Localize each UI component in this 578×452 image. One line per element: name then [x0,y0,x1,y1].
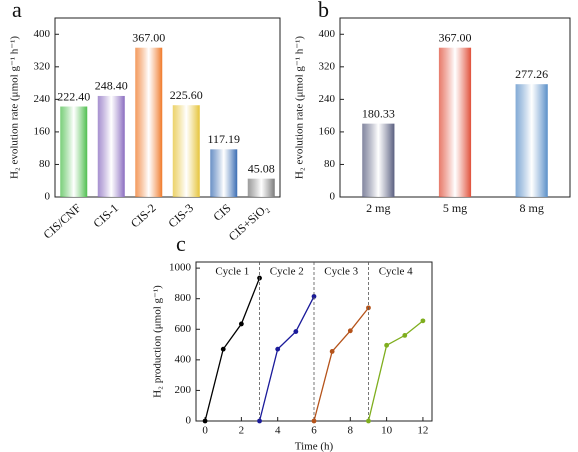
x-tick-label: 8 [348,425,354,437]
x-tick-label: 4 [275,425,281,437]
point [402,332,408,338]
bar [135,47,163,198]
y-tick-label: 0 [186,415,192,427]
value-label: 225.60 [170,88,203,102]
x-tick-label: 5 mg [443,201,467,215]
value-label: 45.08 [248,161,275,175]
bar [60,106,88,197]
value-label: 367.00 [132,30,165,44]
value-label: 277.26 [515,67,548,81]
y-tick-label: 200 [175,384,192,396]
y-tick-label: 320 [319,60,336,72]
y-tick-label: 0 [330,191,336,203]
x-tick-label: 12 [417,425,428,437]
cycle-label: Cycle 4 [379,266,413,278]
series-line [367,320,424,422]
x-tick-label: 0 [202,425,208,437]
bar [172,105,200,197]
y-tick-label: 600 [175,323,192,335]
y-tick-label: 400 [319,28,336,40]
bar [362,123,395,197]
y-axis-label: H₂ evolution rate (μmol g⁻¹ h⁻¹) [9,36,21,179]
plot-frame [54,17,281,198]
panel-label: b [318,0,329,22]
point [257,418,262,424]
y-tick-label: 400 [175,353,192,365]
panel-label: a [12,0,22,22]
y-axis-label: H₂ evolution rate (μmol g⁻¹ h⁻¹) [294,36,306,179]
x-tick-label: CIS+SiO₂ [226,201,271,244]
point [293,329,299,334]
y-tick-label: 320 [34,60,51,72]
bar [97,95,125,197]
point [384,342,390,348]
series-line [258,296,315,422]
y-tick-label: 240 [34,93,51,105]
point [220,346,226,352]
y-axis-label: H₂ production (μmol g⁻¹) [152,285,164,398]
x-tick-label: CIS/CNF [41,201,84,242]
y-tick-label: 80 [39,158,51,170]
x-axis-label: Time (h) [295,441,334,452]
point [420,318,426,324]
value-label: 248.40 [95,79,128,93]
point [311,293,317,299]
point [329,349,335,354]
series-line [204,277,261,422]
y-tick-label: 0 [45,191,51,203]
value-label: 117.19 [207,132,240,146]
value-label: 367.00 [439,30,472,44]
bar [210,149,238,197]
cycle-label: Cycle 1 [215,266,249,278]
y-tick-label: 240 [319,93,336,105]
bar [515,84,548,197]
point [311,418,317,424]
cycle-label: Cycle 2 [270,266,304,278]
x-tick-label: 6 [311,425,317,437]
y-tick-label: 160 [319,125,336,137]
point [238,321,244,327]
series-line [313,307,369,422]
bar [247,178,275,197]
point [202,418,208,424]
cycle-label: Cycle 3 [324,266,358,278]
y-tick-label: 80 [324,158,336,170]
x-tick-label: 8 mg [519,201,543,215]
x-tick-label: CIS [210,201,233,224]
bar [438,47,472,198]
value-label: 222.40 [57,89,90,103]
y-tick-label: 400 [34,28,51,40]
x-tick-label: CIS-2 [128,201,159,231]
y-tick-label: 1000 [169,262,192,274]
value-label: 180.33 [362,106,395,120]
y-tick-label: 160 [34,125,51,137]
point [366,418,371,424]
point [275,346,281,352]
point [347,328,353,334]
x-tick-label: CIS-1 [90,201,121,231]
x-tick-label: CIS-3 [165,201,196,231]
y-tick-label: 800 [175,292,192,304]
x-tick-label: 10 [381,425,393,437]
x-tick-label: 2 mg [366,201,390,215]
panel-label: c [176,231,186,256]
x-tick-label: 2 [239,425,245,437]
